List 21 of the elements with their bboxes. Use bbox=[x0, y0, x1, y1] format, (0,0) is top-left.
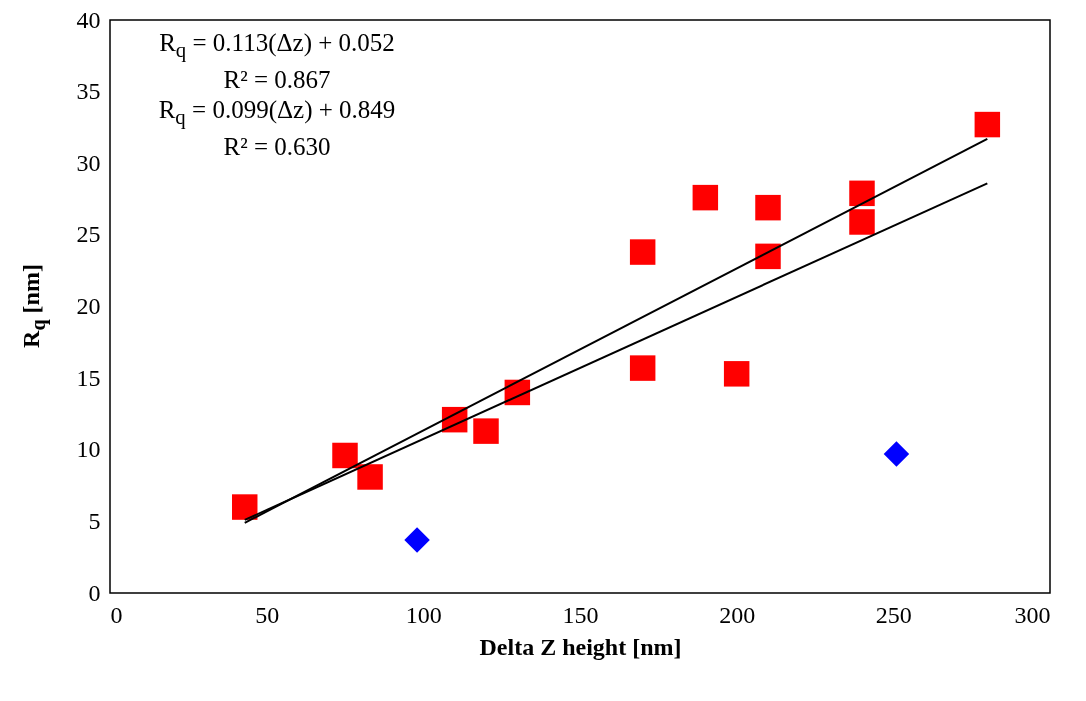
y-tick-label: 30 bbox=[76, 149, 101, 176]
annotation: R$_{q}$ = 0.099(Δz) + 0.849 bbox=[157, 95, 397, 131]
y-tick-label: 0 bbox=[88, 579, 101, 606]
x-tick-label: 200 bbox=[719, 601, 756, 628]
annotation: R² = 0.867 bbox=[222, 65, 332, 95]
y-tick-label: 5 bbox=[88, 507, 101, 534]
y-tick-label: 10 bbox=[76, 436, 101, 463]
annotation: R² = 0.630 bbox=[222, 132, 332, 162]
y-tick-label: 15 bbox=[76, 364, 101, 391]
y-tick-label: 35 bbox=[76, 78, 101, 105]
x-tick-label: 100 bbox=[405, 601, 442, 628]
y-tick-label: 40 bbox=[76, 6, 101, 33]
y-tick-label: 20 bbox=[76, 293, 101, 319]
y-tick-label: 25 bbox=[76, 221, 101, 248]
x-tick-label: 0 bbox=[110, 601, 123, 628]
x-tick-label: 150 bbox=[562, 601, 599, 628]
x-tick-label: 50 bbox=[255, 601, 280, 628]
x-axis-title: Delta Z height [nm] bbox=[479, 633, 682, 660]
x-tick-label: 300 bbox=[1014, 601, 1051, 628]
annotation: R$_{q}$ = 0.113(Δz) + 0.052 bbox=[158, 28, 396, 64]
x-tick-label: 250 bbox=[875, 601, 912, 628]
